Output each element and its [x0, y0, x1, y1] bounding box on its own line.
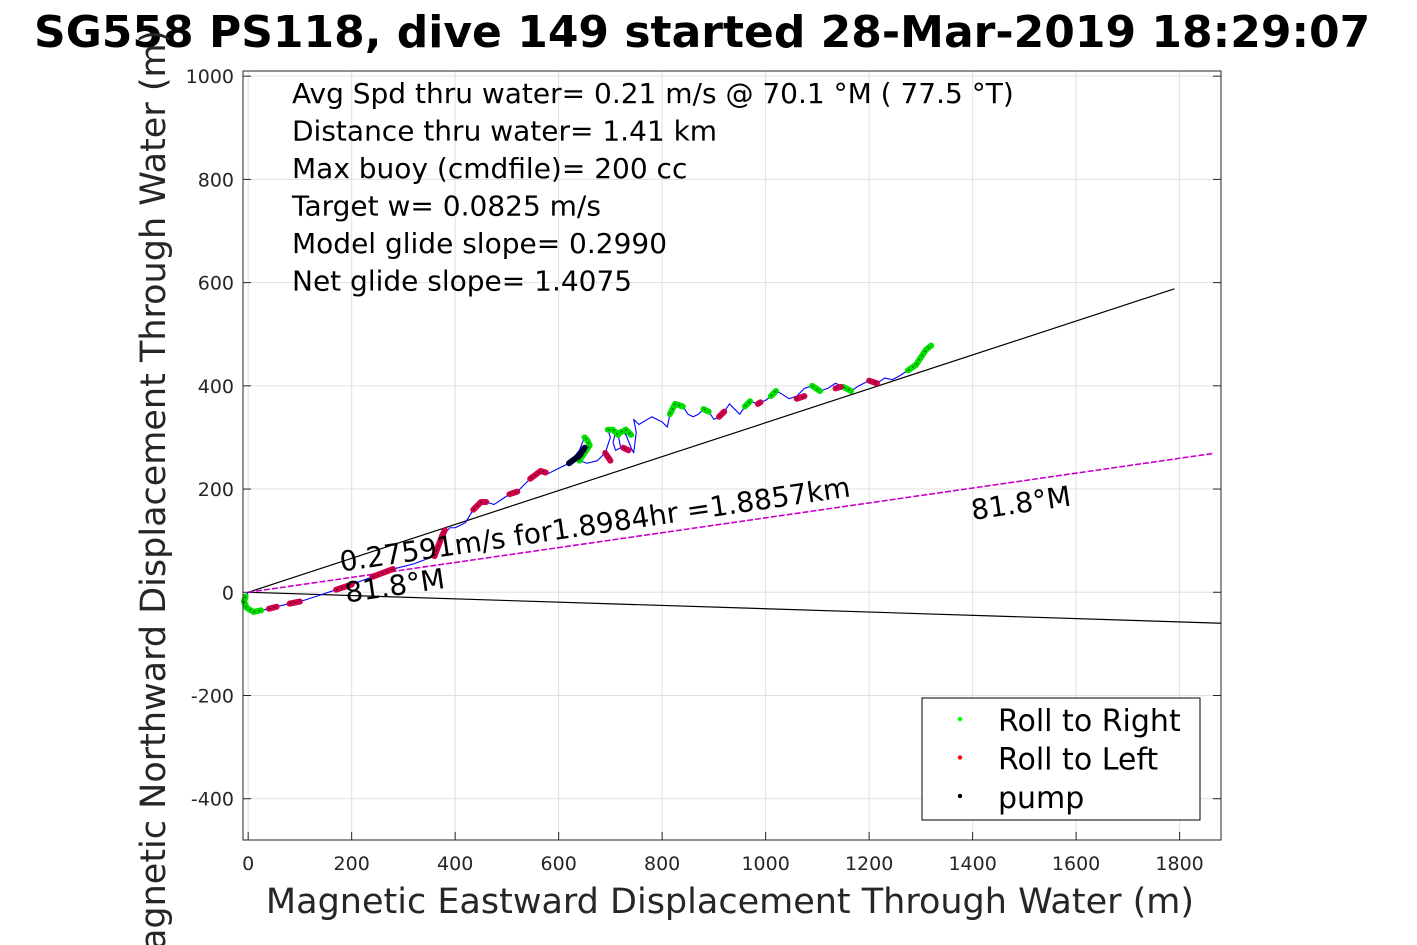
x-tick-label: 1400: [948, 853, 996, 875]
legend-label: pump: [998, 781, 1084, 816]
reference-line-heading: [248, 452, 1214, 594]
chart-title: SG558 PS118, dive 149 started 28-Mar-201…: [34, 7, 1370, 58]
y-tick-label: -200: [191, 685, 234, 707]
reference-lines: [247, 288, 1222, 624]
pump-segment: [566, 444, 588, 467]
x-tick-label: 0: [242, 853, 254, 875]
legend-box: [921, 697, 1201, 821]
roll-right-segment-core: [811, 385, 821, 392]
y-tick-label: 1000: [186, 66, 234, 88]
y-tick-label: 600: [198, 273, 234, 295]
y-tick-label: 200: [198, 479, 234, 501]
info-line: Max buoy (cmdfile)= 200 cc: [292, 152, 687, 185]
reference-line-upper-bound: [247, 288, 1175, 593]
x-tick-label: 400: [437, 853, 473, 875]
roll-left-segment-core: [372, 568, 394, 578]
roll-right-segment-core: [703, 408, 709, 413]
info-line: Net glide slope= 1.4075: [292, 265, 632, 298]
info-line: Target w= 0.0825 m/s: [291, 190, 601, 223]
roll-right-segment-core: [607, 429, 619, 436]
y-tick-label: 400: [198, 376, 234, 398]
roll-left-segment-core: [623, 447, 629, 451]
x-tick-label: 1200: [845, 853, 893, 875]
roll-right-segment-core: [770, 390, 777, 397]
roll-right-segment-core: [669, 403, 684, 415]
x-tick-label: 1800: [1155, 853, 1203, 875]
roll-left-segment-core: [757, 401, 761, 405]
x-tick-labels: 0 200 400 600 800 1000 1200 1400 1600 1800: [242, 853, 1204, 875]
roll-left-segment-core: [433, 530, 446, 557]
info-line: Avg Spd thru water= 0.21 m/s @ 70.1 °M (…: [292, 77, 1014, 110]
roll-right-segment-core: [842, 386, 852, 392]
roll-left-segment-core: [529, 470, 546, 480]
roll-left-segment-core: [604, 452, 611, 461]
roll-left-segment-core: [868, 380, 878, 384]
y-tick-labels: -400 -200 0 200 400 600 800 1000: [186, 66, 234, 811]
roll-left-segment-core: [718, 411, 725, 418]
x-tick-label: 1000: [741, 853, 789, 875]
info-line: Model glide slope= 0.2990: [292, 227, 667, 260]
roll-left-segment-core: [289, 600, 301, 605]
x-tick-label: 200: [334, 853, 370, 875]
y-tick-label: 800: [198, 169, 234, 191]
legend-label: Roll to Right: [998, 704, 1181, 739]
info-text-block: Avg Spd thru water= 0.21 m/s @ 70.1 °M (…: [291, 77, 1014, 298]
x-tick-label: 800: [644, 853, 680, 875]
info-line: Distance thru water= 1.41 km: [292, 115, 717, 148]
roll-segments: [241, 342, 935, 615]
y-axis-label: Magnetic Northward Displacement Through …: [134, 30, 174, 945]
y-tick-label: 0: [222, 582, 234, 604]
x-tick-label: 600: [541, 853, 577, 875]
x-tick-label: 1600: [1052, 853, 1100, 875]
roll-right-segment-core: [620, 428, 632, 436]
reference-line-lower-bound: [248, 591, 1222, 624]
roll-right-segment: [241, 593, 265, 615]
roll-right-segment-core: [907, 345, 932, 371]
legend-marker: [957, 716, 963, 722]
roll-left-segment-core: [268, 606, 277, 610]
legend-marker: [957, 755, 963, 760]
roll-left-segment-core: [796, 395, 805, 400]
roll-right-segment-core: [744, 400, 751, 407]
roll-left-segment-core: [835, 386, 841, 389]
y-tick-label: -400: [191, 789, 234, 811]
legend-label: Roll to Left: [998, 743, 1158, 778]
plot-frame: [242, 70, 1222, 841]
roll-left-segment-core: [472, 501, 487, 511]
roll-left-segment-core: [509, 491, 518, 495]
roll-left-segment: [333, 581, 355, 593]
legend-marker: [957, 793, 963, 799]
x-axis-label: Magnetic Eastward Displacement Through W…: [266, 882, 1194, 922]
